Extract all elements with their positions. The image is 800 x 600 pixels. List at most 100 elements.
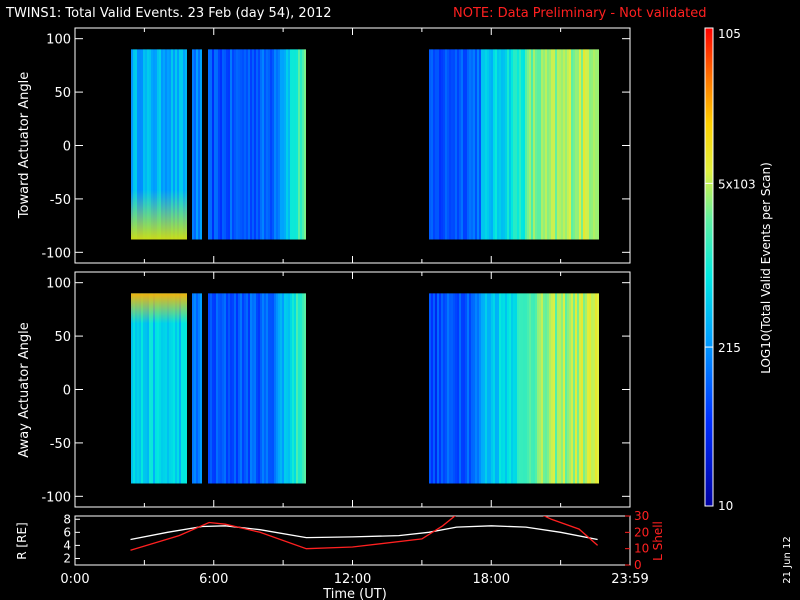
away-high-angle-flux	[131, 293, 187, 324]
away-heatmap-column	[485, 293, 487, 484]
away-heatmap-column	[433, 293, 435, 484]
away-heatmap-column	[236, 293, 238, 484]
toward-heatmap-column	[288, 49, 290, 240]
toward-heatmap-column	[236, 49, 238, 240]
away-heatmap-column	[553, 293, 555, 484]
toward-heatmap-column	[441, 49, 443, 240]
away-heatmap-column	[270, 293, 272, 484]
x-tick-label: 23:59	[611, 572, 648, 587]
toward-heatmap-column	[159, 49, 161, 240]
toward-heatmap-column	[471, 49, 473, 240]
away-heatmap-column	[525, 293, 527, 484]
ephemeris-lines	[130, 516, 599, 551]
toward-heatmap-column	[171, 49, 173, 240]
away-heatmap-column	[179, 293, 181, 484]
toward-heatmap-column	[169, 49, 171, 240]
toward-heatmap-column	[537, 49, 539, 240]
toward-heatmap-column	[183, 49, 185, 240]
colorbar	[704, 27, 714, 507]
y-tick-label: 0	[63, 140, 71, 155]
toward-heatmap-column	[149, 49, 151, 240]
away-heatmap-column	[167, 293, 169, 484]
toward-heatmap-column	[304, 49, 306, 240]
away-heatmap-column	[208, 293, 210, 484]
toward-heatmap-column	[230, 49, 232, 240]
toward-heatmap-column	[141, 49, 143, 240]
x-tick-label: 18:00	[473, 572, 510, 587]
toward-heatmap-column	[585, 49, 587, 240]
toward-low-angle-flux	[131, 189, 187, 240]
toward-heatmap-column	[139, 49, 141, 240]
toward-heatmap-column	[459, 49, 461, 240]
toward-heatmap-column	[214, 49, 216, 240]
toward-heatmap-column	[439, 49, 441, 240]
away-heatmap-column	[571, 293, 573, 484]
away-heatmap-column	[212, 293, 214, 484]
toward-heatmap-column	[258, 49, 260, 240]
away-heatmap-column	[196, 293, 198, 484]
away-heatmap-column	[475, 293, 477, 484]
away-heatmap-column	[198, 293, 200, 484]
y-tick-label: 100	[46, 277, 71, 292]
y-tick-label: 0	[63, 384, 71, 399]
away-heatmap-column	[457, 293, 459, 484]
y-tick-label: -50	[50, 193, 71, 208]
away-heatmap-column	[441, 293, 443, 484]
away-heatmap-column	[230, 293, 232, 484]
away-heatmap-column	[222, 293, 224, 484]
toward-heatmap-column	[483, 49, 485, 240]
toward-heatmap-column	[443, 49, 445, 240]
away-heatmap-column	[527, 293, 529, 484]
toward-heatmap-column	[473, 49, 475, 240]
away-heatmap-column	[220, 293, 222, 484]
toward-heatmap-column	[153, 49, 155, 240]
toward-heatmap-column	[491, 49, 493, 240]
toward-heatmap-column	[435, 49, 437, 240]
away-heatmap-column	[256, 293, 258, 484]
away-heatmap-column	[139, 293, 141, 484]
toward-heatmap-column	[523, 49, 525, 240]
away-heatmap-column	[210, 293, 212, 484]
toward-heatmap-column	[431, 49, 433, 240]
toward-heatmap-column	[501, 49, 503, 240]
away-heatmap-column	[567, 293, 569, 484]
toward-heatmap-column	[274, 49, 276, 240]
away-heatmap-column	[499, 293, 501, 484]
lshell-line	[130, 516, 599, 551]
toward-heatmap-column	[591, 49, 593, 240]
toward-heatmap-column	[133, 49, 135, 240]
away-heatmap-column	[131, 293, 133, 484]
toward-heatmap-column	[262, 49, 264, 240]
away-heatmap-column	[165, 293, 167, 484]
toward-heatmap-column	[463, 49, 465, 240]
y-tick-label: -100	[41, 490, 71, 505]
toward-heatmap-column	[177, 49, 179, 240]
toward-heatmap-column	[264, 49, 266, 240]
away-heatmap-column	[445, 293, 447, 484]
toward-heatmap-column	[543, 49, 545, 240]
toward-heatmap-column	[200, 49, 202, 240]
toward-heatmap-column	[567, 49, 569, 240]
toward-heatmap-column	[192, 49, 194, 240]
toward-heatmap-column	[497, 49, 499, 240]
away-heatmap-column	[171, 293, 173, 484]
away-heatmap-column	[155, 293, 157, 484]
away-heatmap-column	[218, 293, 220, 484]
toward-heatmap-column	[549, 49, 551, 240]
toward-heatmap-column	[167, 49, 169, 240]
away-heatmap-column	[447, 293, 449, 484]
toward-heatmap-column	[505, 49, 507, 240]
away-heatmap-column	[238, 293, 240, 484]
toward-heatmap-column	[143, 49, 145, 240]
toward-heatmap-column	[503, 49, 505, 240]
toward-heatmap-column	[493, 49, 495, 240]
toward-heatmap-column	[451, 49, 453, 240]
away-heatmap-column	[597, 293, 599, 484]
away-heatmap-column	[185, 293, 187, 484]
toward-heatmap-column	[250, 49, 252, 240]
y-tick-label: 50	[54, 86, 71, 101]
away-heatmap-column	[304, 293, 306, 484]
toward-heatmap-column	[597, 49, 599, 240]
away-heatmap-column	[143, 293, 145, 484]
toward-heatmap	[131, 49, 599, 240]
